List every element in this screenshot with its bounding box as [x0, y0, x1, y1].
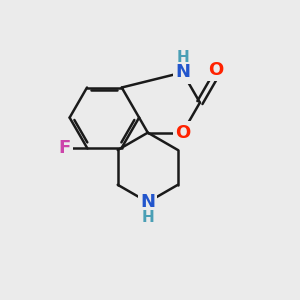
Text: H: H: [176, 50, 189, 65]
Text: N: N: [175, 64, 190, 82]
Text: N: N: [140, 193, 155, 211]
Text: F: F: [59, 139, 71, 157]
Text: O: O: [175, 124, 190, 142]
Text: H: H: [141, 210, 154, 225]
Text: O: O: [208, 61, 224, 79]
